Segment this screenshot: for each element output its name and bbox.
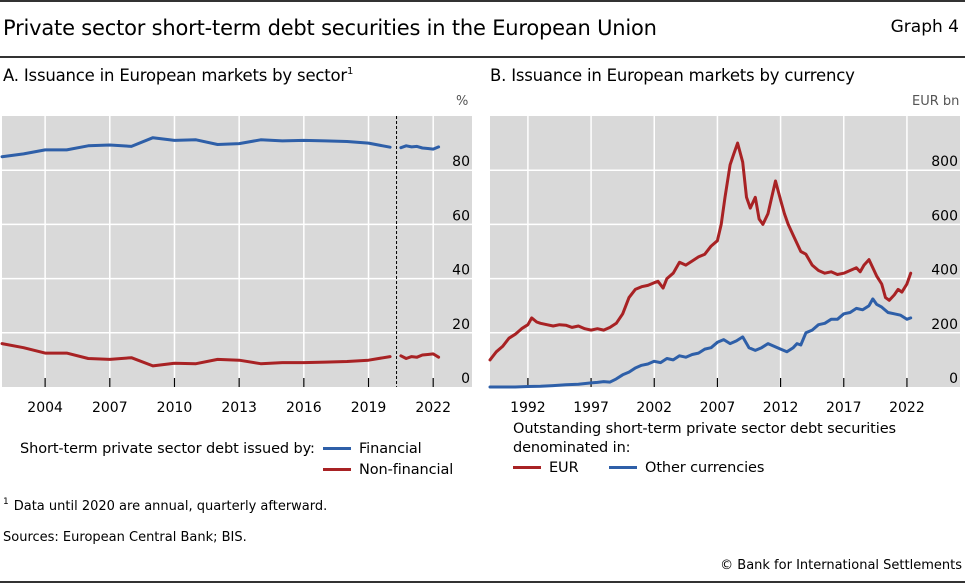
- series-line-non-financial: [399, 352, 441, 360]
- y-tick-label: 60: [452, 208, 470, 224]
- y-tick-label: 400: [931, 263, 958, 279]
- page-title: Private sector short-term debt securitie…: [3, 16, 657, 40]
- plot-background: [490, 116, 960, 387]
- title-rule: [0, 56, 965, 58]
- sources: Sources: European Central Bank; BIS.: [3, 530, 247, 545]
- x-tick-label: 2007: [92, 400, 128, 416]
- y-tick-label: 80: [452, 154, 470, 170]
- copyright: © Bank for International Settlements: [720, 558, 962, 573]
- y-tick-label: 600: [931, 208, 958, 224]
- x-tick-label: 2004: [27, 400, 63, 416]
- panel-a-title: A. Issuance in European markets by secto…: [3, 66, 354, 85]
- footnote: 1 Data until 2020 are annual, quarterly a…: [3, 497, 328, 514]
- legend-swatch-other-currencies: [609, 465, 637, 469]
- series-line-other-currencies: [488, 297, 913, 389]
- panel-b-unit: EUR bn: [912, 94, 960, 109]
- top-rule: [0, 0, 965, 2]
- legend-item-financial: Financial: [323, 441, 422, 457]
- y-tick-label: 0: [949, 371, 958, 387]
- x-tick-label: 2002: [636, 400, 672, 416]
- y-tick-label: 200: [931, 317, 958, 333]
- legend-swatch-financial: [323, 446, 351, 450]
- y-tick-label: 20: [452, 317, 470, 333]
- x-tick-label: 1997: [573, 400, 609, 416]
- x-tick-label: 2019: [351, 400, 387, 416]
- y-tick-label: 0: [461, 371, 470, 387]
- panel-a-legend-caption: Short-term private sector debt issued by…: [20, 441, 315, 457]
- legend-item-other-currencies: Other currencies: [609, 460, 764, 476]
- legend-item-non-financial: Non-financial: [323, 462, 453, 478]
- panel-a-unit: %: [456, 94, 469, 109]
- footnote-ref: 1: [347, 66, 354, 77]
- y-tick-label: 40: [452, 263, 470, 279]
- legend-item-eur: EUR: [513, 460, 579, 476]
- y-tick-label: 800: [931, 154, 958, 170]
- panel-b-legend-caption-1: Outstanding short-term private sector de…: [513, 421, 896, 437]
- x-tick-label: 2007: [700, 400, 736, 416]
- x-tick-label: 2012: [763, 400, 799, 416]
- legend-swatch-eur: [513, 465, 541, 469]
- x-tick-label: 2016: [286, 400, 322, 416]
- x-tick-label: 2013: [221, 400, 257, 416]
- panel-a-chart: 0 20 40 60 80 2004 2007 2010 2013 2016 2019 2022: [0, 116, 472, 416]
- series-line-eur: [488, 141, 913, 362]
- panel-b-chart: 0 200 400 600 800 1992 1997 2002 2007 2012 2017 202…: [488, 116, 960, 416]
- plot-background: [2, 116, 472, 387]
- series-line-financial: [399, 144, 441, 151]
- panel-b-legend-caption-2: denominated in:: [513, 440, 631, 456]
- x-tick-label: 2010: [157, 400, 193, 416]
- panel-b-title: B. Issuance in European markets by curre…: [490, 66, 855, 85]
- legend-swatch-non-financial: [323, 467, 351, 471]
- x-tick-label: 1992: [510, 400, 546, 416]
- bottom-rule: [0, 581, 965, 583]
- x-tick-label: 2022: [889, 400, 925, 416]
- x-tick-label: 2017: [826, 400, 862, 416]
- series-line-financial: [0, 136, 392, 159]
- series-line-non-financial: [0, 342, 392, 368]
- graph-number: Graph 4: [890, 17, 959, 37]
- x-tick-label: 2022: [415, 400, 451, 416]
